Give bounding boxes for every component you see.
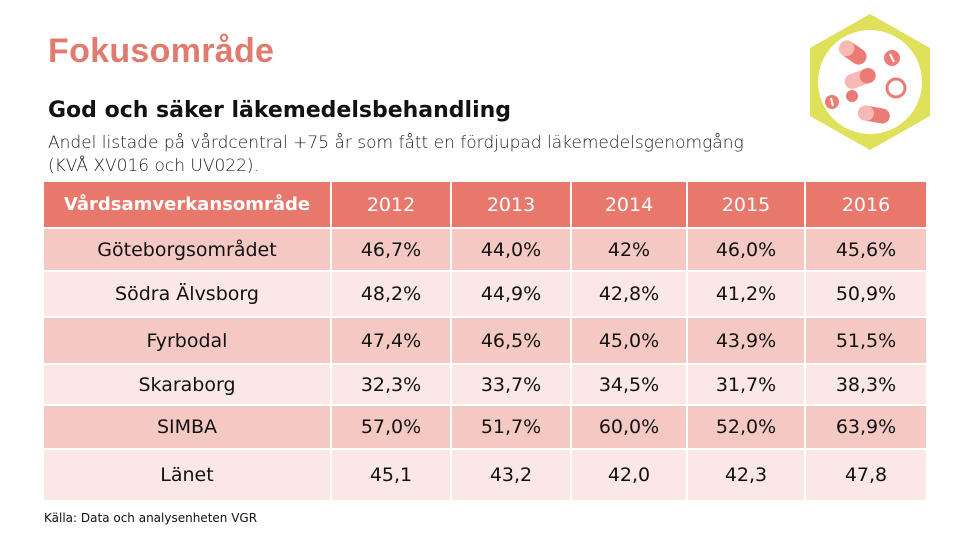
pills-icon [800, 10, 940, 155]
table-cell: 44,9% [452, 272, 572, 318]
table-cell: 51,7% [452, 406, 572, 450]
table-row: Fyrbodal 47,4% 46,5% 45,0% 43,9% 51,5% [44, 318, 926, 365]
table-cell: SIMBA [44, 406, 332, 450]
table-cell: 48,2% [332, 272, 452, 318]
table-cell: 60,0% [572, 406, 688, 450]
data-table: Vårdsamverkansområde 2012 2013 2014 2015… [44, 182, 926, 502]
table-cell: 41,2% [688, 272, 806, 318]
column-header: Vårdsamverkansområde [44, 182, 332, 229]
description-text: Andel listade på vårdcentral +75 år som … [48, 133, 744, 176]
table-cell: 46,0% [688, 229, 806, 272]
table-row: Skaraborg 32,3% 33,7% 34,5% 31,7% 38,3% [44, 365, 926, 406]
table-cell: 44,0% [452, 229, 572, 272]
table-cell: 33,7% [452, 365, 572, 406]
table-row: Länet 45,1 43,2 42,0 42,3 47,8 [44, 450, 926, 502]
column-header: 2012 [332, 182, 452, 229]
table-cell: 52,0% [688, 406, 806, 450]
table-cell: 42,3 [688, 450, 806, 502]
column-header: 2013 [452, 182, 572, 229]
table-cell: Göteborgsområdet [44, 229, 332, 272]
table-cell: 45,0% [572, 318, 688, 365]
table-row: Södra Älvsborg 48,2% 44,9% 42,8% 41,2% 5… [44, 272, 926, 318]
table-cell: 47,4% [332, 318, 452, 365]
table-cell: Länet [44, 450, 332, 502]
table-cell: 42,0 [572, 450, 688, 502]
source-note: Källa: Data och analysenheten VGR [44, 511, 258, 525]
table-row: SIMBA 57,0% 51,7% 60,0% 52,0% 63,9% [44, 406, 926, 450]
column-header: 2014 [572, 182, 688, 229]
table-cell: 42,8% [572, 272, 688, 318]
page-title: Fokusområde [48, 32, 275, 70]
table-cell: 31,7% [688, 365, 806, 406]
table-cell: 46,7% [332, 229, 452, 272]
table-cell: 42% [572, 229, 688, 272]
table-cell: 46,5% [452, 318, 572, 365]
table-row: Göteborgsområdet 46,7% 44,0% 42% 46,0% 4… [44, 229, 926, 272]
table-cell: 63,9% [806, 406, 926, 450]
table-cell: Södra Älvsborg [44, 272, 332, 318]
table-cell: 45,1 [332, 450, 452, 502]
table-cell: 47,8 [806, 450, 926, 502]
table-cell: Skaraborg [44, 365, 332, 406]
table-header-row: Vårdsamverkansområde 2012 2013 2014 2015… [44, 182, 926, 229]
page-subtitle: God och säker läkemedelsbehandling [48, 98, 512, 123]
table-cell: 51,5% [806, 318, 926, 365]
table-cell: 50,9% [806, 272, 926, 318]
table-cell: 43,2 [452, 450, 572, 502]
table-cell: 45,6% [806, 229, 926, 272]
column-header: 2016 [806, 182, 926, 229]
table-cell: 57,0% [332, 406, 452, 450]
table-cell: 43,9% [688, 318, 806, 365]
table-cell: 32,3% [332, 365, 452, 406]
table-cell: 34,5% [572, 365, 688, 406]
table-cell: Fyrbodal [44, 318, 332, 365]
table-cell: 38,3% [806, 365, 926, 406]
column-header: 2015 [688, 182, 806, 229]
